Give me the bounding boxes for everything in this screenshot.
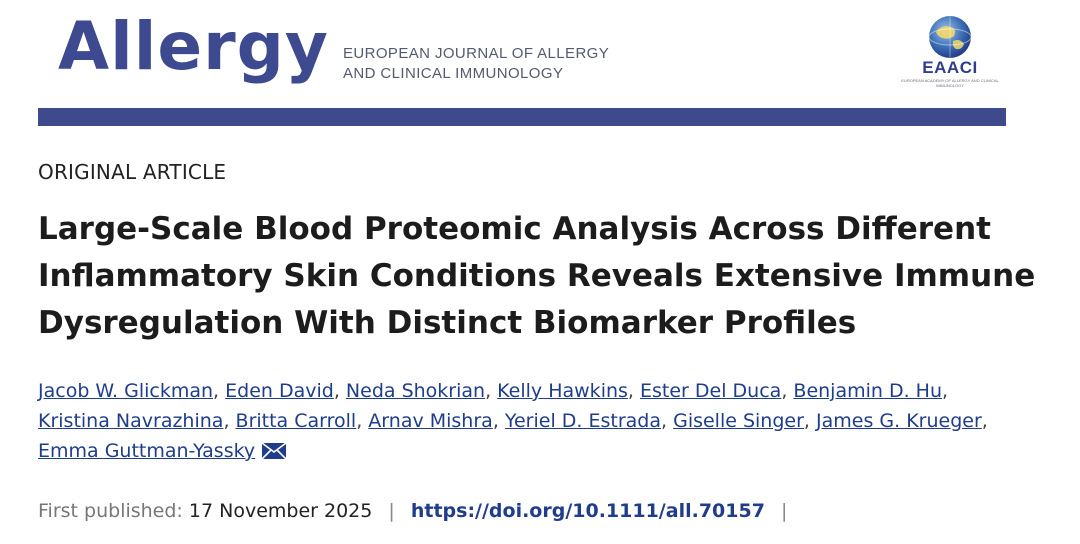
journal-subtitle-line1: EUROPEAN JOURNAL OF ALLERGY (343, 45, 610, 62)
author-link[interactable]: Eden David (225, 380, 334, 402)
author-link[interactable]: Benjamin D. Hu (793, 380, 943, 402)
first-published-date: 17 November 2025 (188, 500, 373, 522)
society-name: EAACI (922, 58, 978, 77)
author-link[interactable]: Ester Del Duca (640, 380, 782, 402)
journal-subtitle-line2: AND CLINICAL IMMUNOLOGY (343, 65, 564, 82)
author-separator: , (485, 380, 498, 402)
author-link[interactable]: Yeriel D. Estrada (504, 410, 661, 432)
author-separator: , (942, 380, 949, 402)
author-link[interactable]: Arnav Mishra (368, 410, 493, 432)
article-type: ORIGINAL ARTICLE (38, 160, 227, 184)
author-link[interactable]: James G. Krueger (816, 410, 982, 432)
author-link[interactable]: Kristina Navrazhina (38, 410, 224, 432)
separator: | (780, 500, 788, 522)
doi-link[interactable]: https://doi.org/10.1111/all.70157 (410, 500, 765, 522)
first-published-label: First published: (38, 500, 183, 522)
author-separator: , (803, 410, 817, 432)
publication-info: First published: 17 November 2025 | http… (38, 500, 797, 522)
author-separator: , (356, 410, 369, 432)
author-link[interactable]: Neda Shokrian (345, 380, 486, 402)
society-logo[interactable]: EAACI EUROPEAN ACADEMY OF ALLERGY AND CL… (900, 14, 1000, 88)
author-separator: , (981, 410, 988, 432)
author-link[interactable]: Kelly Hawkins (497, 380, 628, 402)
author-separator: , (781, 380, 794, 402)
envelope-icon[interactable] (261, 442, 287, 460)
author-link[interactable]: Giselle Singer (673, 410, 804, 432)
author-separator: , (223, 410, 236, 432)
society-fullname: EUROPEAN ACADEMY OF ALLERGY AND CLINICAL… (901, 78, 999, 88)
author-link[interactable]: Britta Carroll (235, 410, 357, 432)
author-link[interactable]: Jacob W. Glickman (38, 380, 214, 402)
author-link[interactable]: Emma Guttman-Yassky (38, 440, 256, 462)
journal-banner: Allergy EUROPEAN JOURNAL OF ALLERGY AND … (38, 0, 1006, 126)
separator: | (388, 500, 395, 522)
globe-icon (928, 16, 972, 58)
journal-subtitle: EUROPEAN JOURNAL OF ALLERGY AND CLINICAL… (343, 44, 609, 84)
article-title: Large-Scale Blood Proteomic Analysis Acr… (38, 211, 1036, 341)
author-separator: , (333, 380, 346, 402)
author-separator: , (661, 410, 674, 432)
author-separator: , (627, 380, 641, 402)
author-separator: , (492, 410, 505, 432)
journal-logo[interactable]: Allergy (58, 8, 329, 85)
banner-divider (38, 108, 1006, 126)
author-separator: , (213, 380, 226, 402)
author-list: Jacob W. Glickman, Eden David, Neda Shok… (38, 376, 1078, 466)
